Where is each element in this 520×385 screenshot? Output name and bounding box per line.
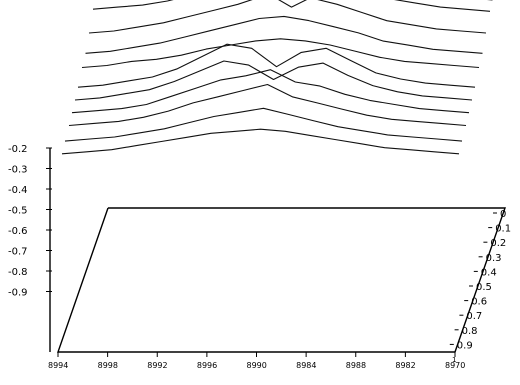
z-tick-label-6: -0.8 (8, 267, 28, 278)
x-tick-label-3: 8996 (197, 361, 217, 370)
series-curve-11 (74, 60, 473, 101)
z-tick-label-4: -0.6 (8, 226, 28, 237)
series-layer (61, 0, 493, 155)
z-tick-label-7: -0.9 (8, 288, 28, 299)
y-tick-label-7: 0.7 (466, 311, 482, 322)
series-curve-10 (77, 43, 476, 88)
x-tick-label-4: 8990 (247, 361, 267, 370)
z-tick-label-1: -0.3 (8, 165, 28, 176)
series-curve-6 (92, 0, 491, 12)
z-tick-label-3: -0.5 (8, 206, 28, 217)
x-tick-label-8: 8970 (445, 361, 465, 370)
y-tick-label-5: 0.5 (476, 282, 492, 293)
series-curve-12 (71, 69, 470, 114)
series-curve-13 (68, 83, 467, 127)
y-tick-label-9: 0.9 (457, 340, 473, 351)
z-tick-label-0: -0.2 (8, 144, 28, 155)
floor-frame (57, 207, 506, 353)
y-tick-label-8: 0.8 (462, 326, 478, 337)
y-tick-label-3: 0.3 (486, 253, 502, 264)
x-tick-label-2: 8992 (147, 361, 167, 370)
series-curve-14 (64, 107, 463, 142)
x-exponent-label: 1 (452, 356, 456, 364)
y-tick-label-6: 0.6 (471, 297, 487, 308)
series-curve-9 (81, 38, 480, 69)
series-curve-7 (88, 0, 487, 34)
x-tick-label-1: 8998 (98, 361, 118, 370)
z-tick-label-2: -0.4 (8, 185, 28, 196)
x-tick-label-7: 8982 (395, 361, 415, 370)
tick-label-layer: -0.2 -0.3 -0.4 -0.5 -0.6 -0.7 -0.8 -0.9 8994 8998… (8, 144, 511, 370)
series-curve-8 (85, 15, 483, 54)
z-tick-label-5: -0.7 (8, 247, 28, 258)
chart-frame (49, 148, 506, 353)
x-tick-label-5: 8984 (296, 361, 316, 370)
series-curve-15 (61, 128, 460, 155)
x-tick-label-6: 8988 (346, 361, 366, 370)
y-tick-label-1: 0.1 (495, 224, 511, 235)
x-tick-label-0: 8994 (48, 361, 68, 370)
y-tick-label-2: 0.2 (490, 238, 506, 249)
y-tick-label-4: 0.4 (481, 267, 497, 278)
y-tick-label-0: 0 (500, 209, 506, 220)
